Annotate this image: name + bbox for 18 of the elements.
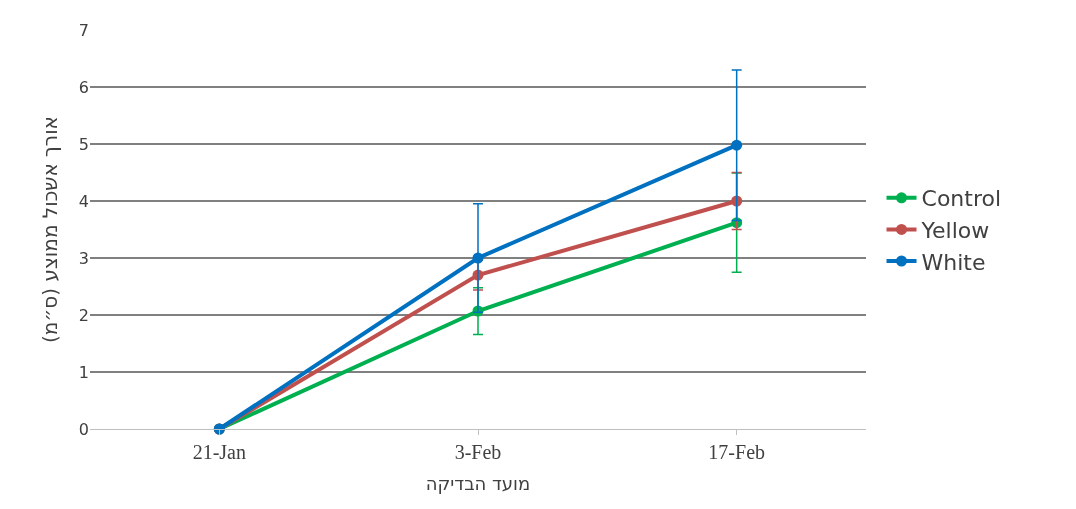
legend-label: Yellow [920, 217, 990, 243]
y-tick-label: 4 [78, 191, 89, 211]
legend-label: Control [921, 186, 1002, 212]
y-tick-label: 0 [78, 419, 89, 439]
y-tick-label: 1 [78, 362, 89, 382]
x-tick-label: 21-Jan [192, 441, 246, 463]
x-tick-label: 17-Feb [708, 441, 766, 463]
legend-label: White [921, 249, 986, 275]
y-tick-label: 6 [78, 77, 89, 97]
y-tick-label: 3 [78, 248, 89, 268]
point [731, 139, 743, 151]
y-axis-title: אורך אשכול ממוצע (ס״מ) [38, 116, 63, 343]
x-axis-title: מועד הבדיקה [425, 473, 531, 495]
y-tick-label: 5 [78, 134, 89, 154]
y-tick-label: 2 [78, 305, 89, 325]
point [472, 252, 484, 264]
x-tick-label: 3-Feb [454, 441, 502, 463]
y-tick-label: 7 [78, 20, 89, 40]
